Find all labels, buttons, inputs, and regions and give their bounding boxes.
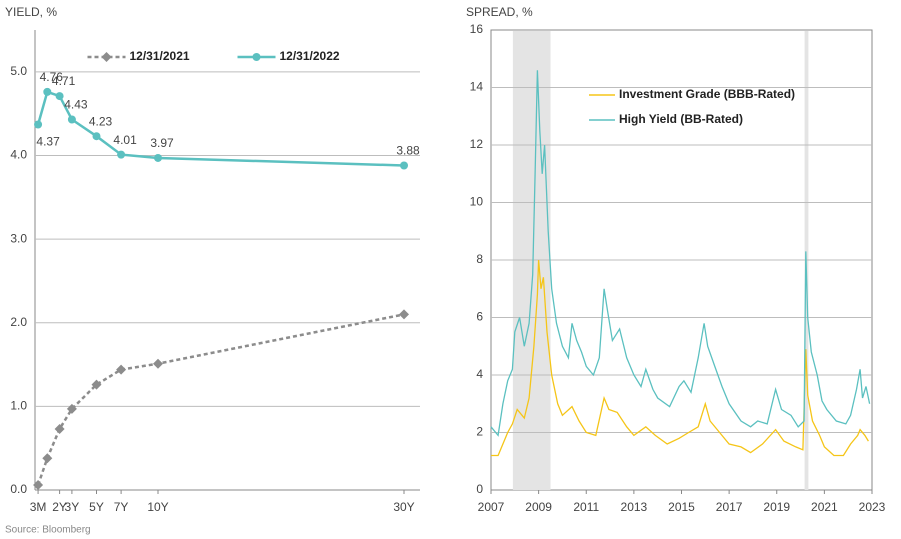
- data-label: 3.88: [396, 144, 420, 158]
- y-tick-label: 0.0: [10, 482, 27, 496]
- y-tick-label: 10: [470, 195, 484, 209]
- marker: [153, 358, 164, 369]
- y-tick-label: 1.0: [10, 399, 27, 413]
- y-tick-label: 2.0: [10, 315, 27, 329]
- marker: [33, 479, 44, 490]
- y-axis-label: YIELD, %: [5, 5, 57, 19]
- y-tick-label: 14: [470, 80, 484, 94]
- x-tick-label: 2013: [621, 500, 648, 514]
- data-label: 4.23: [89, 114, 113, 128]
- x-tick-label: 3Y: [65, 500, 80, 514]
- series-line: [491, 259, 869, 457]
- marker: [66, 403, 77, 414]
- x-tick-label: 2015: [668, 500, 695, 514]
- legend-label: Investment Grade (BBB-Rated): [619, 87, 795, 101]
- x-tick-label: 3M: [30, 500, 47, 514]
- data-label: 4.71: [52, 74, 76, 88]
- y-tick-label: 0: [476, 482, 483, 496]
- x-tick-label: 10Y: [147, 500, 168, 514]
- y-axis-label: SPREAD, %: [466, 5, 533, 19]
- legend-label: 12/31/2021: [130, 49, 190, 63]
- x-tick-label: 2Y: [52, 500, 67, 514]
- x-tick-label: 2009: [525, 500, 552, 514]
- y-tick-label: 2: [476, 425, 483, 439]
- legend-marker: [101, 52, 112, 62]
- marker: [55, 92, 64, 101]
- marker: [91, 379, 102, 390]
- legend-label: High Yield (BB-Rated): [619, 112, 743, 126]
- marker: [34, 120, 43, 129]
- series-line: [36, 90, 405, 167]
- marker: [67, 115, 76, 124]
- source-note: Source: Bloomberg: [5, 525, 91, 536]
- x-tick-label: 7Y: [114, 500, 129, 514]
- data-label: 3.97: [150, 136, 174, 150]
- y-tick-label: 16: [470, 22, 484, 36]
- marker: [154, 153, 163, 162]
- series-line: [490, 70, 871, 437]
- y-tick-label: 12: [470, 137, 484, 151]
- x-tick-label: 5Y: [89, 500, 104, 514]
- marker: [92, 132, 101, 141]
- marker: [400, 161, 409, 170]
- y-tick-label: 4.0: [10, 148, 27, 162]
- marker: [42, 453, 53, 464]
- data-label: 4.37: [36, 135, 60, 149]
- y-tick-label: 3.0: [10, 231, 27, 245]
- data-label: 4.76: [40, 70, 64, 84]
- marker: [43, 87, 52, 96]
- x-tick-label: 2007: [478, 500, 505, 514]
- marker: [399, 309, 410, 320]
- data-label: 4.43: [64, 98, 88, 112]
- legend-label: 12/31/2022: [280, 49, 340, 63]
- x-tick-label: 2021: [811, 500, 838, 514]
- marker: [116, 364, 127, 375]
- x-tick-label: 2023: [859, 500, 886, 514]
- y-tick-label: 6: [476, 310, 483, 324]
- data-label: 4.01: [113, 133, 137, 147]
- x-tick-label: 2011: [573, 500, 599, 514]
- y-tick-label: 8: [476, 252, 483, 266]
- y-tick-label: 4: [476, 367, 483, 381]
- marker: [54, 423, 65, 434]
- x-tick-label: 2019: [763, 500, 790, 514]
- series-line: [36, 313, 405, 486]
- legend-marker: [252, 53, 261, 61]
- marker: [117, 150, 126, 159]
- y-tick-label: 5.0: [10, 64, 27, 78]
- x-tick-label: 2017: [716, 500, 743, 514]
- x-tick-label: 30Y: [393, 500, 414, 514]
